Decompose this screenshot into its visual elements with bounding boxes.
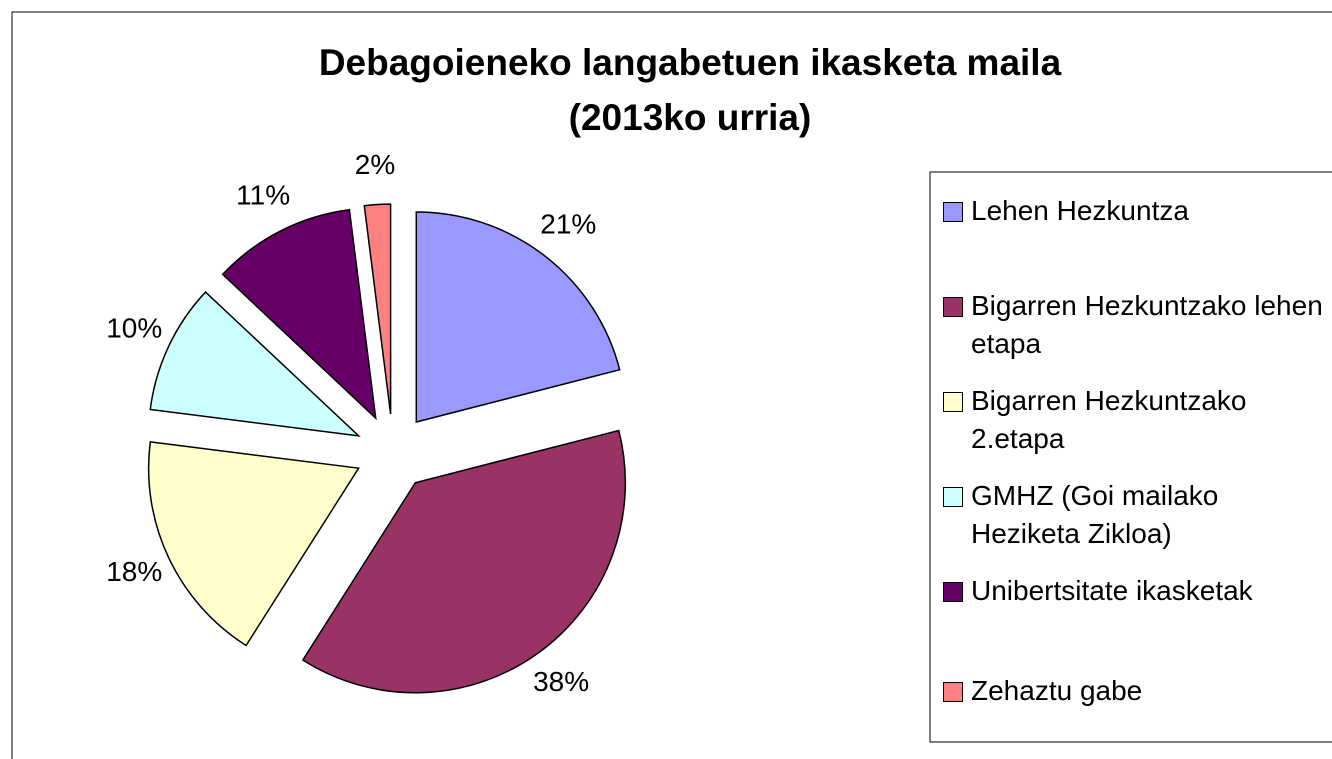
data-label: 18% — [106, 556, 162, 587]
legend-swatch — [943, 682, 963, 702]
data-label: 2% — [355, 149, 395, 180]
legend-swatch — [943, 202, 963, 222]
chart-title: Debagoieneko langabetuen ikasketa maila — [319, 42, 1062, 83]
data-label: 10% — [106, 313, 162, 344]
chart-border — [11, 11, 1332, 759]
pie-slice — [221, 208, 377, 421]
data-label: 38% — [533, 666, 589, 697]
legend-item: Bigarren Hezkuntzako 2.etapa — [943, 382, 1332, 458]
chart-title: (2013ko urria) — [569, 97, 812, 138]
pie-slice — [301, 429, 627, 694]
pie-slice — [149, 291, 361, 437]
legend-label: Bigarren Hezkuntzako 2.etapa — [971, 385, 1247, 454]
legend-swatch — [943, 392, 963, 412]
legend-swatch — [943, 487, 963, 507]
pie-slice — [363, 203, 392, 415]
legend-swatch — [943, 582, 963, 602]
legend-label: Bigarren Hezkuntzako lehen etapa — [971, 290, 1323, 359]
legend-swatch — [943, 297, 963, 317]
legend-item: Bigarren Hezkuntzako lehen etapa — [943, 287, 1332, 363]
legend-label: Lehen Hezkuntza — [971, 195, 1189, 226]
legend-label: GMHZ (Goi mailako Heziketa Zikloa) — [971, 480, 1219, 549]
legend-label: Zehaztu gabe — [971, 675, 1143, 706]
pie-slice — [415, 211, 621, 423]
legend-item: Lehen Hezkuntza — [943, 192, 1332, 230]
pie-slice — [147, 441, 360, 647]
legend-item: Unibertsitate ikasketak — [943, 572, 1332, 610]
legend-item: GMHZ (Goi mailako Heziketa Zikloa) — [943, 477, 1332, 553]
data-label: 21% — [540, 208, 596, 239]
legend-border — [929, 171, 1332, 743]
legend-item: Zehaztu gabe — [943, 672, 1332, 710]
data-label: 11% — [236, 180, 290, 211]
legend-label: Unibertsitate ikasketak — [971, 575, 1253, 606]
